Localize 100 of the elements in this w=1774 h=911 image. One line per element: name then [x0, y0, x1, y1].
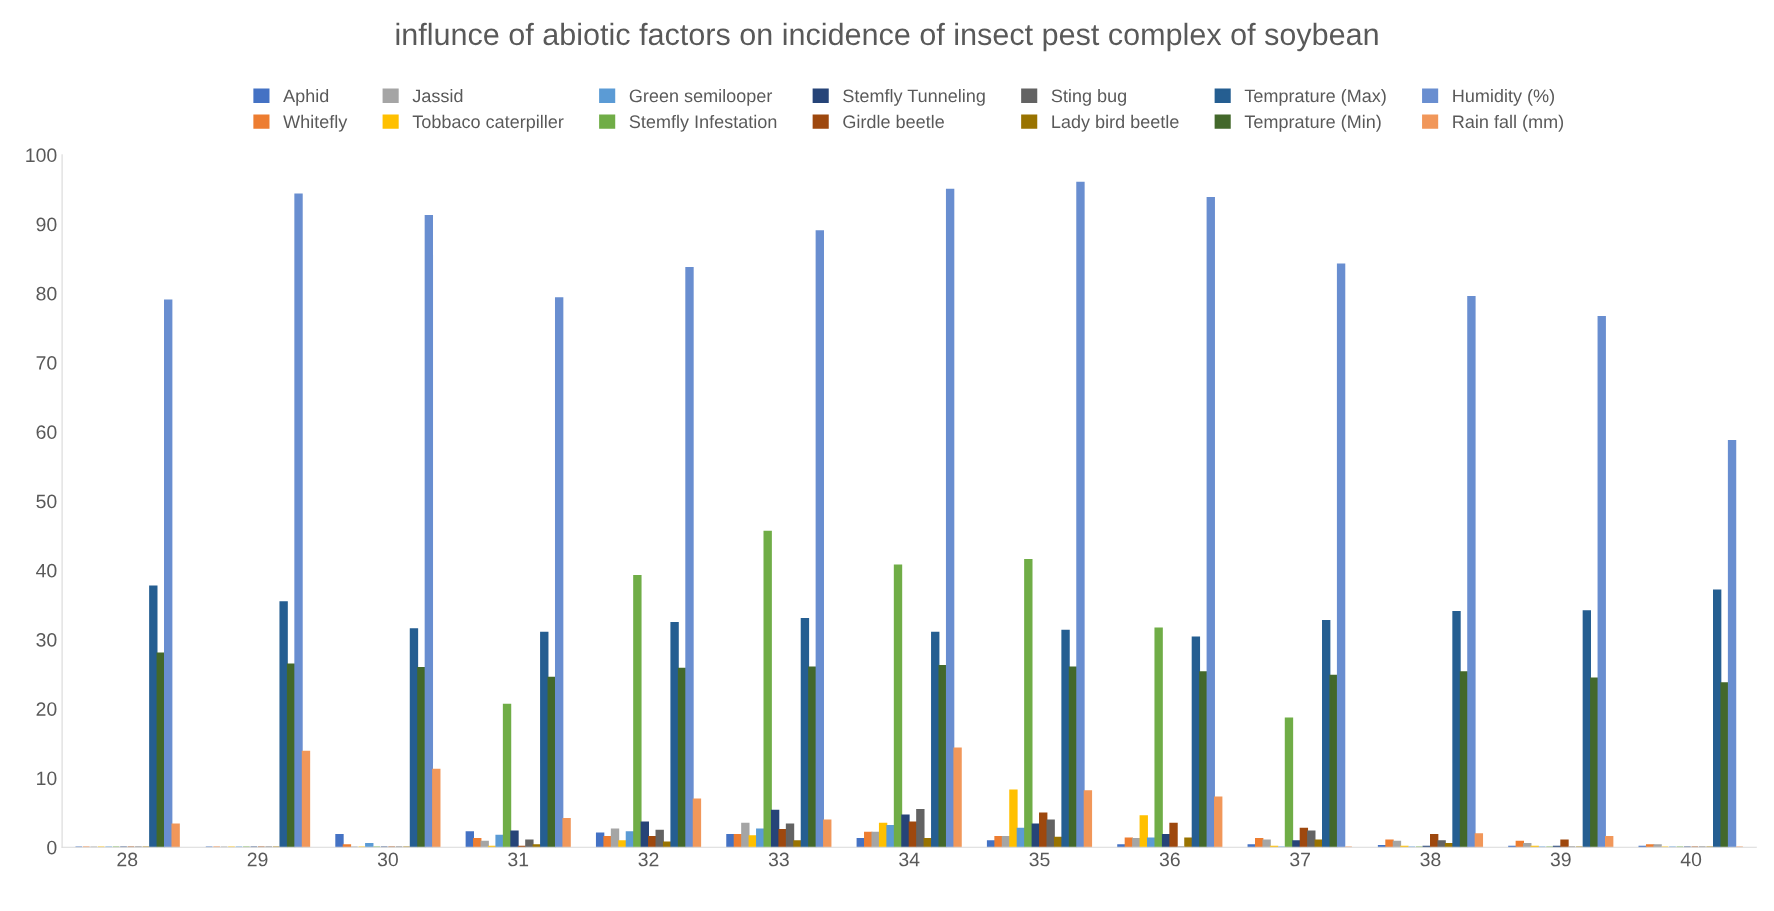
- bar: [778, 829, 787, 848]
- bar: [808, 666, 817, 848]
- bar: [655, 829, 664, 848]
- x-tick-label: 32: [638, 852, 659, 867]
- bar: [1292, 840, 1301, 848]
- bar: [1009, 789, 1018, 848]
- x-tick-label: 40: [1680, 852, 1702, 867]
- y-tick-label: 60: [36, 425, 57, 440]
- bar: [1247, 844, 1256, 848]
- legend-label: Aphid: [283, 89, 329, 106]
- y-tick-label: 20: [36, 702, 57, 716]
- y-tick-label: 50: [36, 494, 57, 509]
- bar: [871, 831, 880, 848]
- bar: [1645, 844, 1655, 848]
- bar: [893, 564, 903, 848]
- bar: [554, 297, 564, 848]
- bar: [342, 844, 352, 848]
- bar: [1061, 629, 1070, 848]
- bar: [1024, 559, 1033, 848]
- bar: [1169, 822, 1178, 848]
- bar: [532, 844, 542, 848]
- legend-label: Lady bird beetle: [1052, 114, 1179, 132]
- bar: [301, 750, 311, 848]
- x-tick-label: 35: [1029, 852, 1050, 867]
- legend-label: Humidity (%): [1453, 89, 1554, 106]
- bar: [171, 823, 180, 848]
- x-tick-label: 28: [117, 852, 138, 867]
- bar: [1336, 263, 1346, 848]
- bar: [164, 299, 173, 848]
- bar: [994, 836, 1003, 848]
- bar: [1139, 815, 1148, 848]
- bar: [480, 840, 489, 848]
- legend-label: Whitefly: [283, 114, 348, 132]
- bar: [823, 819, 832, 848]
- bar: [1392, 840, 1402, 848]
- y-tick-label: 30: [36, 632, 57, 647]
- bar: [640, 821, 649, 848]
- legend-label: Stemfly Infestation: [629, 114, 777, 132]
- bar: [670, 622, 679, 848]
- legend-label: Temprature (Min): [1244, 114, 1381, 132]
- bar: [335, 833, 344, 848]
- bar: [525, 839, 534, 848]
- bar: [1590, 677, 1599, 848]
- bar: [1604, 836, 1614, 848]
- y-tick-label: 90: [36, 217, 57, 232]
- bar: [785, 823, 795, 848]
- bar: [540, 631, 549, 848]
- y-tick-label: 0: [47, 840, 57, 855]
- bar: [1076, 181, 1085, 848]
- bar: [1727, 439, 1737, 848]
- bar: [1452, 610, 1461, 848]
- bar: [424, 214, 434, 848]
- bar: [763, 530, 772, 848]
- x-tick-label: 31: [508, 852, 529, 867]
- legend-label: Rain fall (mm): [1453, 114, 1564, 132]
- legend-label: Girdle beetle: [843, 114, 944, 129]
- bar: [945, 188, 955, 848]
- bar: [633, 574, 642, 848]
- bar: [279, 601, 288, 848]
- bar: [1214, 796, 1223, 848]
- bar: [149, 585, 158, 848]
- chart-title: influnce of abiotic factors on incidence of insect pest complex of soybean: [396, 22, 1378, 52]
- x-tick-label: 39: [1550, 852, 1571, 867]
- bar: [1474, 833, 1484, 848]
- bar: [886, 824, 895, 848]
- bar: [1206, 196, 1215, 848]
- x-tick-label: 34: [899, 852, 920, 867]
- legend-label: Stemfly Tunneling: [843, 89, 985, 106]
- x-tick-label: 36: [1159, 852, 1180, 867]
- bar: [726, 833, 735, 848]
- bar: [1720, 682, 1729, 848]
- legend-label: Jassid: [412, 89, 463, 103]
- y-tick-label: 80: [36, 286, 57, 301]
- x-tick-label: 33: [768, 852, 789, 867]
- bar: [1154, 627, 1163, 848]
- bar: [618, 840, 627, 848]
- bar: [741, 822, 750, 848]
- legend-label: Temprature (Max): [1244, 89, 1386, 106]
- bar: [692, 798, 702, 848]
- bar: [1597, 316, 1606, 848]
- bar: [1184, 837, 1193, 848]
- bar: [1437, 840, 1446, 848]
- bar: [1284, 717, 1294, 848]
- bar: [294, 193, 303, 848]
- bar: [1307, 830, 1316, 848]
- x-tick-label: 30: [377, 852, 398, 867]
- x-tick-label: 38: [1420, 852, 1441, 867]
- x-tick-label: 29: [247, 852, 268, 867]
- bar: [495, 834, 504, 848]
- bar: [1385, 839, 1394, 848]
- bar: [901, 814, 910, 848]
- bar: [916, 809, 925, 848]
- legend-label: Tobbaco caterpiller: [412, 114, 564, 132]
- bar: [1262, 839, 1271, 848]
- bar: [1117, 844, 1126, 848]
- bar: [931, 631, 940, 848]
- y-tick-label: 100: [26, 148, 57, 163]
- bar: [1467, 295, 1476, 848]
- y-tick-label: 40: [36, 563, 57, 578]
- bar: [510, 830, 519, 848]
